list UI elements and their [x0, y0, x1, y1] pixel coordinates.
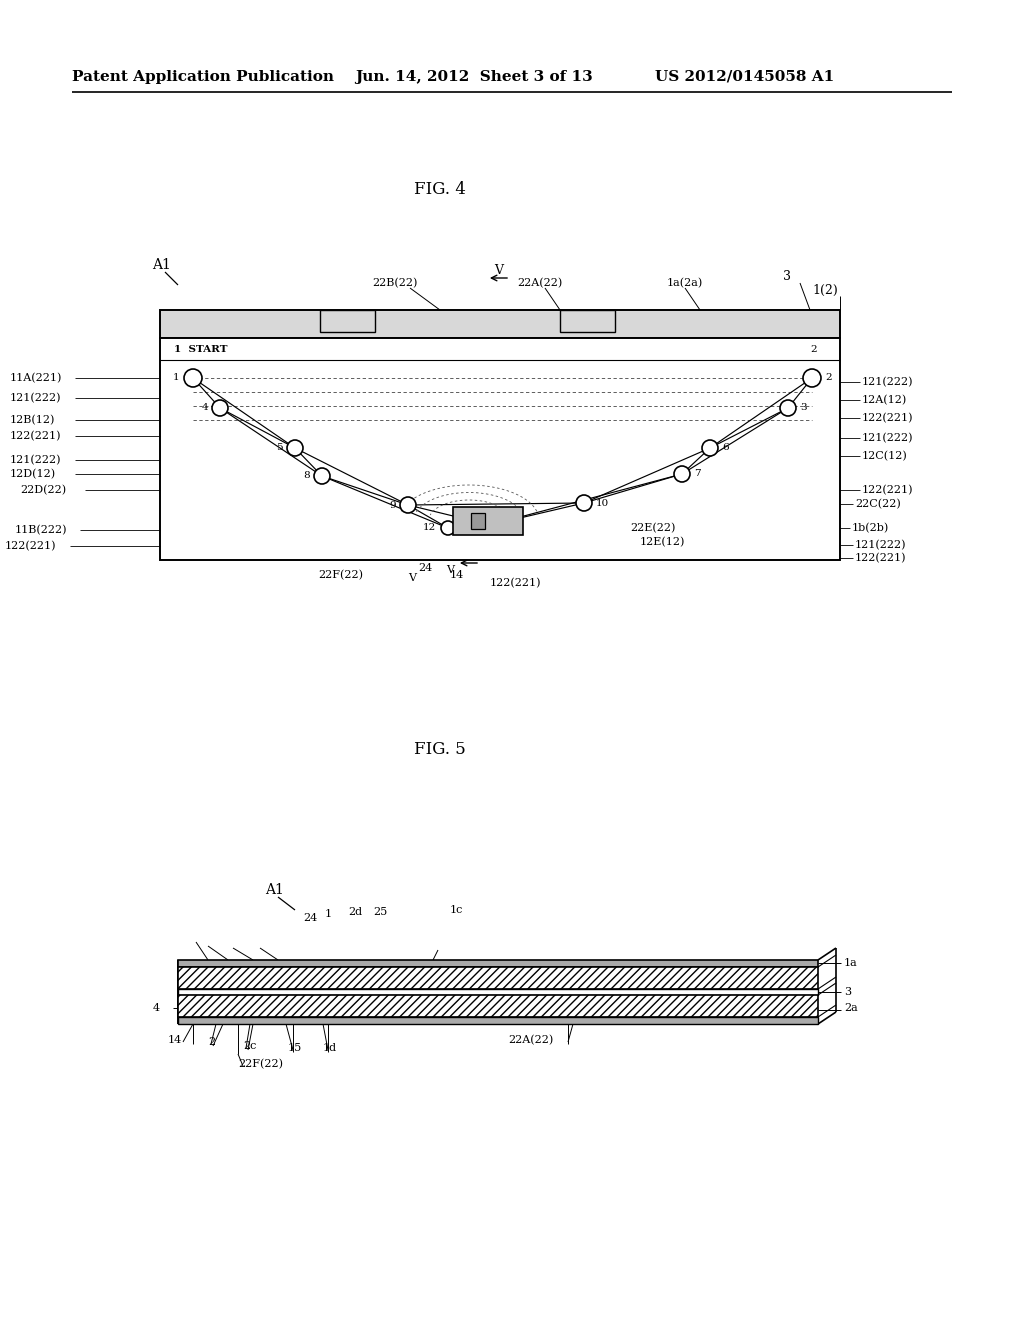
Text: 121(222): 121(222)	[855, 540, 906, 550]
Text: 121(222): 121(222)	[862, 433, 913, 444]
Text: 1a(2a): 1a(2a)	[667, 277, 703, 288]
Circle shape	[212, 400, 228, 416]
Text: 24: 24	[303, 913, 317, 923]
Circle shape	[674, 466, 690, 482]
Bar	[471, 513, 485, 529]
Text: 9: 9	[389, 500, 396, 510]
Text: 24: 24	[418, 564, 432, 573]
Circle shape	[575, 495, 592, 511]
Circle shape	[702, 440, 718, 455]
Text: 4: 4	[202, 404, 208, 412]
Text: 12D(12): 12D(12)	[10, 469, 56, 479]
Text: 122(221): 122(221)	[10, 430, 61, 441]
Text: 2c: 2c	[243, 1041, 256, 1051]
Text: 122(221): 122(221)	[862, 484, 913, 495]
Text: 2: 2	[825, 374, 831, 383]
Text: 22F(22): 22F(22)	[318, 570, 362, 581]
Text: 12C(12): 12C(12)	[862, 451, 907, 461]
Bar	[178, 968, 818, 989]
Text: 2d: 2d	[348, 907, 362, 917]
Bar	[178, 995, 818, 1016]
Text: 121(222): 121(222)	[10, 393, 61, 403]
Text: 121(222): 121(222)	[10, 455, 61, 465]
Bar	[453, 507, 523, 535]
Text: 22C(22): 22C(22)	[855, 499, 901, 510]
Text: 1  START: 1 START	[174, 346, 227, 355]
Text: 122(221): 122(221)	[5, 541, 56, 552]
Circle shape	[483, 517, 497, 532]
Text: 12B(12): 12B(12)	[10, 414, 55, 425]
Circle shape	[184, 370, 202, 387]
Text: 1a: 1a	[844, 958, 858, 968]
Circle shape	[400, 498, 416, 513]
Bar	[160, 338, 840, 560]
Text: 22D(22): 22D(22)	[20, 484, 67, 495]
Circle shape	[314, 469, 330, 484]
Text: 22A(22): 22A(22)	[508, 1035, 553, 1045]
Text: FINISH: FINISH	[456, 517, 485, 525]
Text: 10: 10	[596, 499, 609, 507]
Text: 25: 25	[373, 907, 387, 917]
Text: V: V	[494, 264, 503, 276]
Circle shape	[441, 521, 455, 535]
Text: 1: 1	[172, 374, 179, 383]
Text: 11B(222): 11B(222)	[15, 525, 68, 535]
Text: 12: 12	[423, 524, 436, 532]
Text: 4: 4	[153, 1003, 160, 1012]
Text: A1: A1	[152, 257, 171, 272]
Circle shape	[803, 370, 821, 387]
Text: 8: 8	[303, 471, 310, 480]
Text: Patent Application Publication: Patent Application Publication	[72, 70, 334, 84]
Text: 14: 14	[168, 1035, 182, 1045]
Text: 2a: 2a	[844, 1003, 858, 1012]
Bar	[560, 310, 615, 333]
Text: 3: 3	[800, 404, 807, 412]
Text: 22A(22): 22A(22)	[517, 277, 562, 288]
Text: 14: 14	[450, 570, 464, 579]
Text: FIG. 4: FIG. 4	[414, 181, 466, 198]
Text: 5: 5	[276, 444, 283, 453]
Circle shape	[780, 400, 796, 416]
Text: 1(2): 1(2)	[812, 284, 838, 297]
Bar	[178, 989, 818, 995]
Text: 2: 2	[810, 346, 816, 355]
Text: 122(221): 122(221)	[855, 553, 906, 564]
Text: 122(221): 122(221)	[490, 578, 542, 589]
Text: 3: 3	[844, 987, 851, 997]
Bar	[319, 310, 375, 333]
Text: 7: 7	[694, 470, 700, 479]
Bar	[160, 310, 840, 338]
Text: 11A(221): 11A(221)	[10, 372, 62, 383]
Text: 22B(22): 22B(22)	[372, 277, 418, 288]
Text: 1b(2b): 1b(2b)	[852, 523, 889, 533]
Bar	[178, 960, 818, 968]
Text: 22F(22): 22F(22)	[238, 1059, 283, 1069]
Text: Jun. 14, 2012  Sheet 3 of 13: Jun. 14, 2012 Sheet 3 of 13	[355, 70, 593, 84]
Text: 1d: 1d	[323, 1043, 337, 1053]
Text: 122(221): 122(221)	[862, 413, 913, 424]
Text: 11: 11	[502, 520, 515, 529]
Text: 1c: 1c	[450, 906, 464, 915]
Text: 121(222): 121(222)	[862, 376, 913, 387]
Text: 3: 3	[783, 271, 791, 284]
Text: 22E(22): 22E(22)	[630, 523, 676, 533]
Text: 15: 15	[288, 1043, 302, 1053]
Text: 12E(12): 12E(12)	[640, 537, 685, 548]
Text: US 2012/0145058 A1: US 2012/0145058 A1	[655, 70, 835, 84]
Text: V: V	[446, 565, 454, 576]
Text: A1: A1	[265, 883, 284, 898]
Text: FIG. 5: FIG. 5	[414, 742, 466, 759]
Text: 6: 6	[722, 444, 729, 453]
Bar	[178, 1016, 818, 1024]
Text: 1: 1	[325, 909, 332, 919]
Text: 12A(12): 12A(12)	[862, 395, 907, 405]
Text: 2: 2	[208, 1038, 215, 1047]
Text: V: V	[408, 573, 416, 583]
Circle shape	[287, 440, 303, 455]
